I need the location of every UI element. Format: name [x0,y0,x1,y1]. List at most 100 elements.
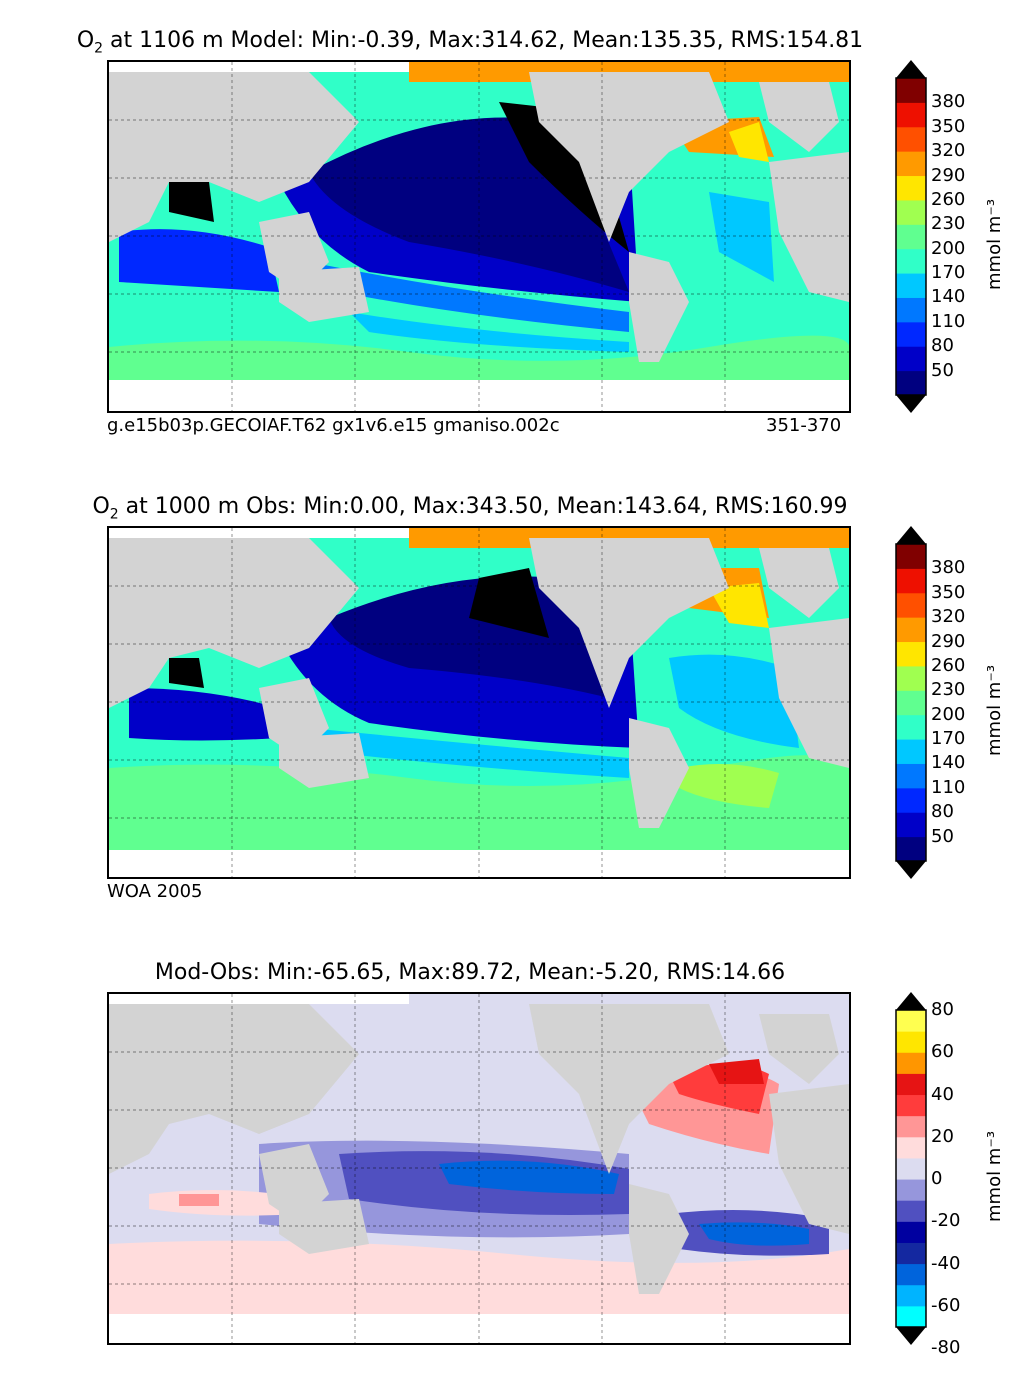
colorbar-segment [896,690,926,716]
colorbar-segment [896,1284,926,1307]
diff-colorbar [895,992,927,1345]
colorbar-segment [896,812,926,838]
colorbar-segment [896,78,926,103]
colorbar-tick-label: 110 [931,776,966,798]
colorbar-tick-label: 290 [931,164,966,186]
diff-map-canvas [109,994,849,1343]
obs-colorbar-label: mmol m⁻³ [984,664,1005,756]
colorbar-tick-label: 230 [931,213,966,235]
colorbar-segment [896,714,926,740]
colorbar-outline [895,543,927,862]
colorbar-tick-label: 170 [931,262,966,284]
colorbar-segment [896,248,926,274]
colorbar-tick-label: 350 [931,115,966,137]
colorbar-extend-min [896,861,926,879]
colorbar-tick-label: 50 [931,825,954,847]
colorbar-segment [896,151,926,177]
colorbar-segment [896,1305,926,1328]
colorbar-tick-label: 140 [931,286,966,308]
obs-map-canvas [109,528,849,877]
colorbar-tick-label: 80 [931,335,954,357]
diff-map [107,992,851,1345]
colorbar-outline [895,1009,927,1328]
colorbar-tick-label: -80 [931,1337,961,1359]
colorbar-tick-label: -60 [931,1294,961,1316]
colorbar-segment [896,787,926,813]
colorbar-segment [896,1179,926,1201]
colorbar-tick-label: 0 [931,1168,943,1190]
colorbar-segment [896,175,926,201]
colorbar-segment [896,665,926,691]
colorbar-extend-max [896,992,926,1010]
colorbar-tick-label: 20 [931,1125,954,1147]
colorbar-segment [896,763,926,789]
colorbar-extend-max [896,526,926,544]
obs-map [107,526,851,879]
colorbar-tick-label: 290 [931,630,966,652]
colorbar-extend-max [896,60,926,78]
colorbar-outline [895,77,927,396]
colorbar-tick-label: -20 [931,1210,961,1232]
colorbar-segment [896,617,926,643]
colorbar-tick-label: 230 [931,679,966,701]
diff-colorbar-label: mmol m⁻³ [984,1130,1005,1222]
colorbar-tick-label: 110 [931,310,966,332]
obs-title: O2 at 1000 m Obs: Min:0.00, Max:343.50, … [92,494,848,523]
diff-title: Mod-Obs: Min:-65.65, Max:89.72, Mean:-5.… [154,960,786,985]
colorbar-segment [896,224,926,250]
colorbar-segment [896,1052,926,1074]
model-title: O2 at 1106 m Model: Min:-0.39, Max:314.6… [76,28,864,57]
colorbar-tick-label: 40 [931,1083,954,1105]
colorbar-tick-label: 140 [931,752,966,774]
colorbar-tick-label: 80 [931,999,954,1020]
colorbar-segment [896,1263,926,1286]
colorbar-tick-label: 320 [931,140,966,162]
colorbar-tick-label: 50 [931,359,954,381]
colorbar-tick-label: 60 [931,1041,954,1063]
colorbar-tick-label: 200 [931,237,966,259]
colorbar-segment [896,102,926,128]
colorbar-tick-label: 170 [931,728,966,750]
colorbar-tick-label: -40 [931,1252,961,1274]
colorbar-segment [896,199,926,225]
colorbar-segment [896,1115,926,1138]
colorbar-segment [896,297,926,323]
model-colorbar-label: mmol m⁻³ [984,198,1005,290]
obs-caption-source: WOA 2005 [107,881,203,902]
colorbar-tick-label: 320 [931,606,966,628]
colorbar-segment [896,1094,926,1117]
colorbar-segment [896,592,926,618]
colorbar-segment [896,739,926,764]
colorbar-segment [896,544,926,569]
colorbar-segment [896,568,926,594]
colorbar-segment [896,1031,926,1053]
colorbar-segment [896,321,926,347]
model-map [107,60,851,413]
colorbar-tick-label: 260 [931,188,966,210]
colorbar-tick-label: 260 [931,654,966,676]
model-colorbar [895,60,927,413]
colorbar-tick-label: 380 [931,91,966,113]
colorbar-segment [896,1242,926,1265]
colorbar-segment [896,370,926,396]
colorbar-segment [896,1073,926,1096]
colorbar-extend-min [896,395,926,413]
model-caption-case: g.e15b03p.GECOIAF.T62 gx1v6.e15 gmaniso.… [107,415,560,436]
colorbar-tick-label: 80 [931,801,954,823]
colorbar-segment [896,273,926,298]
colorbar-tick-label: 350 [931,581,966,603]
colorbar-segment [896,1200,926,1222]
colorbar-segment [896,641,926,667]
colorbar-extend-min [896,1327,926,1345]
colorbar-segment [896,1010,926,1032]
model-map-canvas [109,62,849,411]
colorbar-segment [896,346,926,372]
model-caption-years: 351-370 [766,415,842,436]
colorbar-tick-label: 380 [931,557,966,579]
colorbar-segment [896,836,926,862]
colorbar-segment [896,126,926,152]
obs-colorbar [895,526,927,879]
colorbar-tick-label: 200 [931,703,966,725]
colorbar-segment [896,1221,926,1243]
colorbar-segment [896,1136,926,1159]
